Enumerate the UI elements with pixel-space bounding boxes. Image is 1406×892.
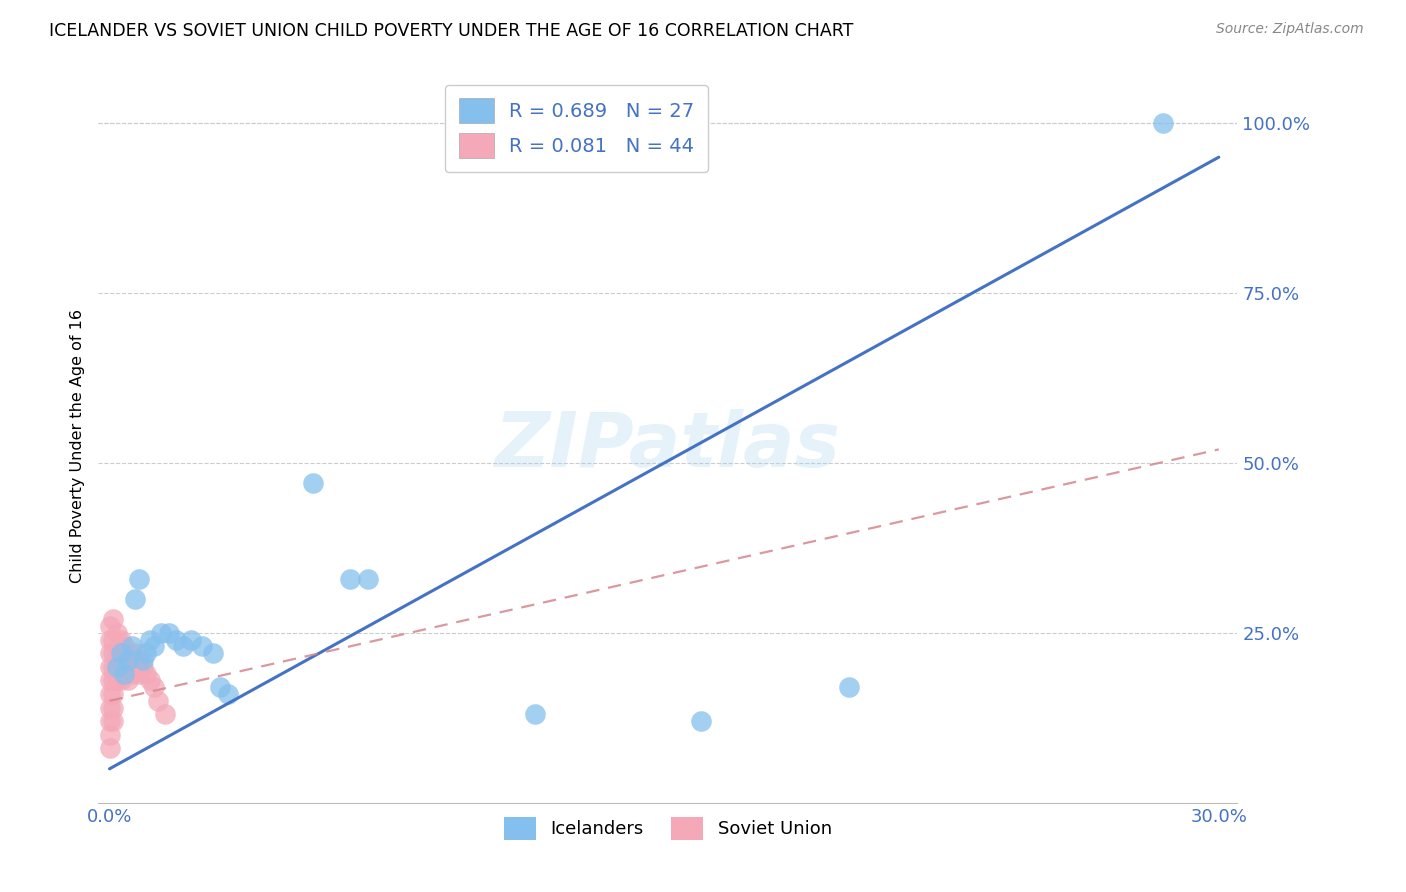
Point [110, 660, 132, 674]
Point [98, 700, 121, 714]
Point [124, 591, 146, 606]
Point [98, 714, 121, 729]
Point [302, 476, 325, 491]
Point [128, 572, 150, 586]
Point [135, 646, 157, 660]
Point [150, 626, 173, 640]
Y-axis label: Child Poverty Under the Age of 16: Child Poverty Under the Age of 16 [69, 309, 84, 583]
Point [105, 660, 128, 674]
Point [117, 653, 139, 667]
Point [105, 660, 128, 674]
Point [105, 673, 128, 688]
Text: ICELANDER VS SOVIET UNION CHILD POVERTY UNDER THE AGE OF 16 CORRELATION CHART: ICELANDER VS SOVIET UNION CHILD POVERTY … [49, 22, 853, 40]
Point [110, 646, 132, 660]
Point [103, 646, 125, 660]
Point [217, 687, 239, 701]
Legend: Icelanders, Soviet Union: Icelanders, Soviet Union [496, 810, 839, 847]
Point [172, 640, 194, 654]
Point [142, 680, 165, 694]
Point [202, 646, 225, 660]
Point [103, 632, 125, 647]
Point [117, 660, 139, 674]
Point [103, 687, 125, 701]
Point [357, 572, 380, 586]
Point [98, 728, 121, 742]
Point [98, 741, 121, 756]
Point [523, 707, 546, 722]
Point [128, 666, 150, 681]
Point [121, 666, 143, 681]
Point [121, 653, 143, 667]
Point [103, 714, 125, 729]
Point [112, 666, 135, 681]
Point [124, 660, 146, 674]
Point [110, 632, 132, 647]
Text: ZIPatlas: ZIPatlas [495, 409, 841, 483]
Point [117, 673, 139, 688]
Point [110, 673, 132, 688]
Point [146, 694, 169, 708]
Point [105, 626, 128, 640]
Point [139, 673, 162, 688]
Point [139, 632, 162, 647]
Point [105, 646, 128, 660]
Point [157, 626, 180, 640]
Point [98, 673, 121, 688]
Point [132, 653, 155, 667]
Point [112, 653, 135, 667]
Point [124, 646, 146, 660]
Text: Source: ZipAtlas.com: Source: ZipAtlas.com [1216, 22, 1364, 37]
Point [103, 660, 125, 674]
Point [339, 572, 361, 586]
Point [132, 660, 155, 674]
Point [121, 640, 143, 654]
Point [135, 666, 157, 681]
Point [110, 646, 132, 660]
Point [838, 680, 860, 694]
Point [142, 640, 165, 654]
Point [117, 646, 139, 660]
Point [103, 700, 125, 714]
Point [191, 640, 214, 654]
Point [98, 619, 121, 633]
Point [112, 640, 135, 654]
Point [153, 707, 176, 722]
Point [690, 714, 713, 729]
Point [98, 687, 121, 701]
Point [209, 680, 232, 694]
Point [165, 632, 187, 647]
Point [128, 653, 150, 667]
Point [103, 612, 125, 626]
Point [112, 666, 135, 681]
Point [103, 673, 125, 688]
Point [1152, 116, 1174, 130]
Point [180, 632, 202, 647]
Point [98, 646, 121, 660]
Point [98, 660, 121, 674]
Point [98, 632, 121, 647]
